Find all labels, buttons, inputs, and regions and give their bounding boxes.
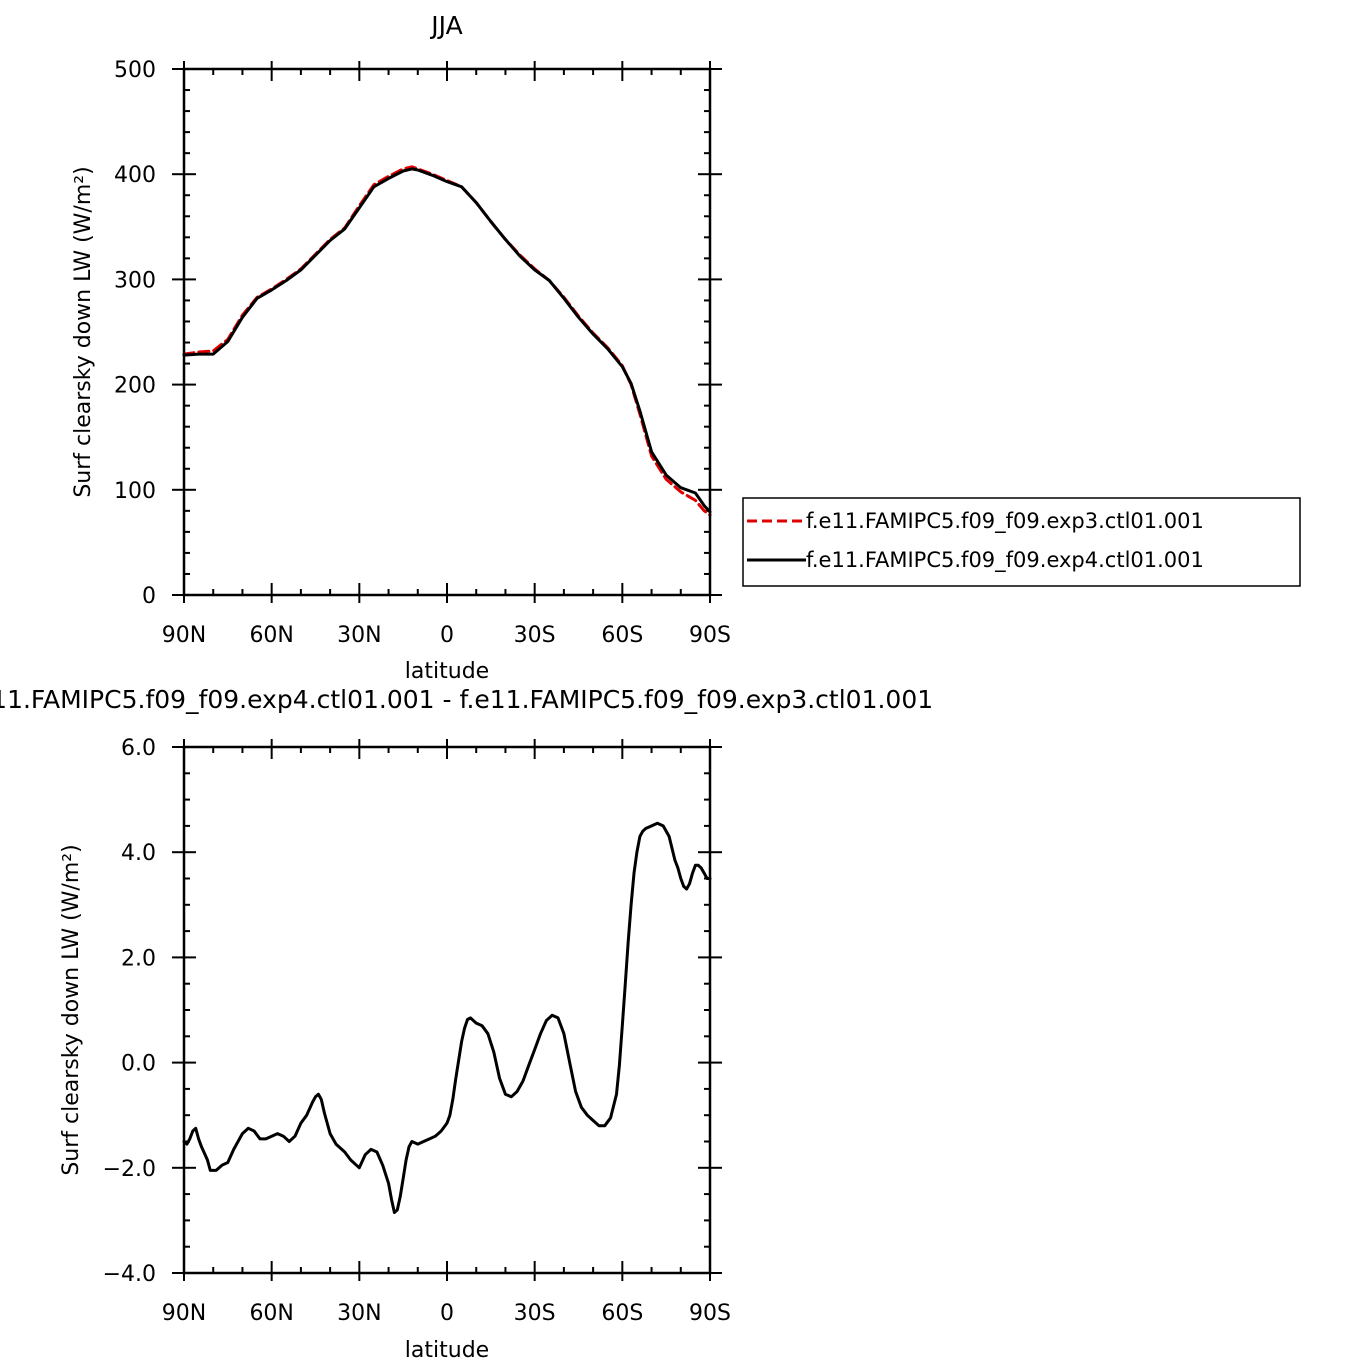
bottom-series-line-0: [182, 821, 712, 1214]
top-x-axis-label: latitude: [405, 659, 489, 684]
top-plot-frame: [182, 67, 712, 597]
top-y-tick-label: 500: [114, 58, 156, 83]
bottom-x-tick-label: 90S: [689, 1301, 731, 1326]
legend-label-exp4: f.e11.FAMIPC5.f09_f09.exp4.ctl01.001: [806, 548, 1204, 573]
legend-box: [742, 497, 1301, 587]
bottom-y-tick-label: 6.0: [121, 736, 156, 761]
top-chart-title: JJA: [429, 11, 462, 40]
top-y-tick-label: 100: [114, 479, 156, 504]
top-y-tick-label: 400: [114, 163, 156, 188]
top-x-tick-label: 90N: [162, 623, 206, 648]
bottom-series-group: [182, 821, 712, 1214]
top-y-tick-label: 300: [114, 268, 156, 293]
top-series-group: [182, 165, 712, 517]
bottom-y-tick-label: −2.0: [103, 1157, 156, 1182]
bottom-y-tick-label: 4.0: [121, 841, 156, 866]
bottom-x-tick-label: 60N: [249, 1301, 293, 1326]
top-series-line-0: [182, 165, 712, 517]
top-y-tick-label: 200: [114, 374, 156, 399]
bottom-y-tick-label: 0.0: [121, 1052, 156, 1077]
top-axes-ticks: 90N 60N 30N 0 30S 60S 90S 0 100 200 300 400 500: [114, 58, 731, 648]
bottom-x-axis-label: latitude: [405, 1338, 489, 1363]
bottom-plot-frame: [182, 745, 712, 1275]
bottom-x-tick-label: 30N: [337, 1301, 381, 1326]
top-x-tick-label: 60S: [601, 623, 643, 648]
bottom-x-tick-label: 60S: [601, 1301, 643, 1326]
top-x-tick-label: 90S: [689, 623, 731, 648]
legend-label-exp3: f.e11.FAMIPC5.f09_f09.exp3.ctl01.001: [806, 509, 1204, 534]
bottom-x-tick-label: 0: [440, 1301, 454, 1326]
top-x-tick-label: 0: [440, 623, 454, 648]
top-x-tick-label: 30N: [337, 623, 381, 648]
top-series-line-1: [182, 167, 712, 514]
legend: f.e11.FAMIPC5.f09_f09.exp3.ctl01.001 f.e…: [742, 497, 1301, 587]
bottom-y-axis-label: Surf clearsky down LW (W/m²): [59, 844, 84, 1175]
bottom-chart-title: f.e11.FAMIPC5.f09_f09.exp4.ctl01.001 - f…: [0, 685, 933, 714]
top-panel: JJA Surf clearsky down LW (W/m²) latitud…: [71, 11, 731, 684]
top-x-tick-label: 30S: [514, 623, 556, 648]
bottom-x-tick-label: 90N: [162, 1301, 206, 1326]
bottom-y-tick-label: −4.0: [103, 1262, 156, 1287]
top-x-tick-label: 60N: [249, 623, 293, 648]
bottom-x-tick-label: 30S: [514, 1301, 556, 1326]
top-y-tick-label: 0: [142, 584, 156, 609]
bottom-y-tick-label: 2.0: [121, 946, 156, 971]
top-y-axis-label: Surf clearsky down LW (W/m²): [71, 166, 96, 497]
bottom-panel: f.e11.FAMIPC5.f09_f09.exp4.ctl01.001 - f…: [0, 685, 933, 1363]
bottom-axes-ticks: 90N 60N 30N 0 30S 60S 90S −4.0 −2.0 0.0 2.0 4.0 6.0: [103, 736, 731, 1326]
